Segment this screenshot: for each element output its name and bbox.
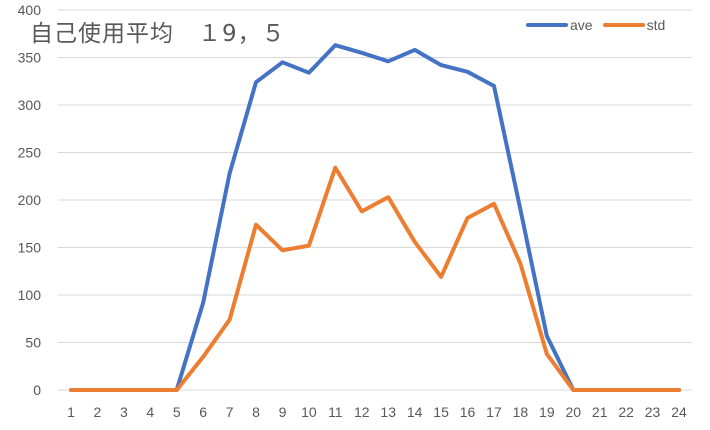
series-line-ave bbox=[69, 43, 681, 392]
x-tick-label: 18 bbox=[513, 404, 529, 420]
x-tick-label: 8 bbox=[252, 404, 260, 420]
x-tick-label: 17 bbox=[486, 404, 502, 420]
x-tick-label: 9 bbox=[279, 404, 287, 420]
legend-item-ave: ave bbox=[526, 17, 593, 33]
chart-title: 自己使用平均 １9，５ bbox=[30, 21, 286, 47]
x-tick-label: 7 bbox=[226, 404, 234, 420]
x-tick-label: 24 bbox=[671, 404, 687, 420]
x-axis-labels: 1 2 3 4 5 6 7 8 9 10 11 12 13 14 15 16 17 18 19 20 21 22 23 24 bbox=[67, 404, 687, 420]
x-tick-label: 10 bbox=[301, 404, 317, 420]
x-tick-label: 22 bbox=[618, 404, 634, 420]
x-tick-label: 2 bbox=[94, 404, 102, 420]
x-tick-label: 1 bbox=[67, 404, 75, 420]
x-tick-label: 16 bbox=[460, 404, 476, 420]
y-tick-label: 150 bbox=[18, 240, 42, 256]
x-tick-label: 20 bbox=[565, 404, 581, 420]
series-lines bbox=[69, 43, 681, 392]
x-tick-label: 3 bbox=[120, 404, 128, 420]
legend-item-std: std bbox=[602, 17, 666, 33]
y-tick-label: 50 bbox=[25, 335, 41, 351]
x-tick-label: 21 bbox=[592, 404, 608, 420]
x-tick-label: 23 bbox=[645, 404, 661, 420]
legend-swatch-ave-icon bbox=[526, 23, 568, 27]
y-tick-label: 100 bbox=[18, 287, 42, 303]
gridlines bbox=[58, 9, 692, 391]
y-tick-label: 400 bbox=[18, 2, 42, 18]
x-tick-label: 12 bbox=[354, 404, 370, 420]
x-tick-label: 19 bbox=[539, 404, 555, 420]
y-tick-label: 250 bbox=[18, 145, 42, 161]
y-tick-label: 0 bbox=[33, 382, 41, 398]
series-line-std bbox=[69, 165, 681, 392]
legend-label-ave: ave bbox=[570, 17, 593, 33]
y-tick-label: 200 bbox=[18, 192, 42, 208]
x-tick-label: 11 bbox=[328, 404, 343, 420]
legend-swatch-std-icon bbox=[602, 23, 645, 27]
y-axis-labels: 0 50 100 150 200 250 300 350 400 bbox=[18, 2, 42, 398]
x-tick-label: 5 bbox=[173, 404, 181, 420]
y-tick-label: 350 bbox=[18, 50, 42, 66]
legend: ave std bbox=[526, 17, 675, 33]
x-tick-label: 4 bbox=[146, 404, 154, 420]
x-tick-label: 15 bbox=[433, 404, 449, 420]
x-tick-label: 13 bbox=[380, 404, 396, 420]
x-tick-label: 6 bbox=[199, 404, 207, 420]
x-tick-label: 14 bbox=[407, 404, 423, 420]
y-tick-label: 300 bbox=[18, 97, 42, 113]
legend-label-std: std bbox=[646, 17, 666, 33]
